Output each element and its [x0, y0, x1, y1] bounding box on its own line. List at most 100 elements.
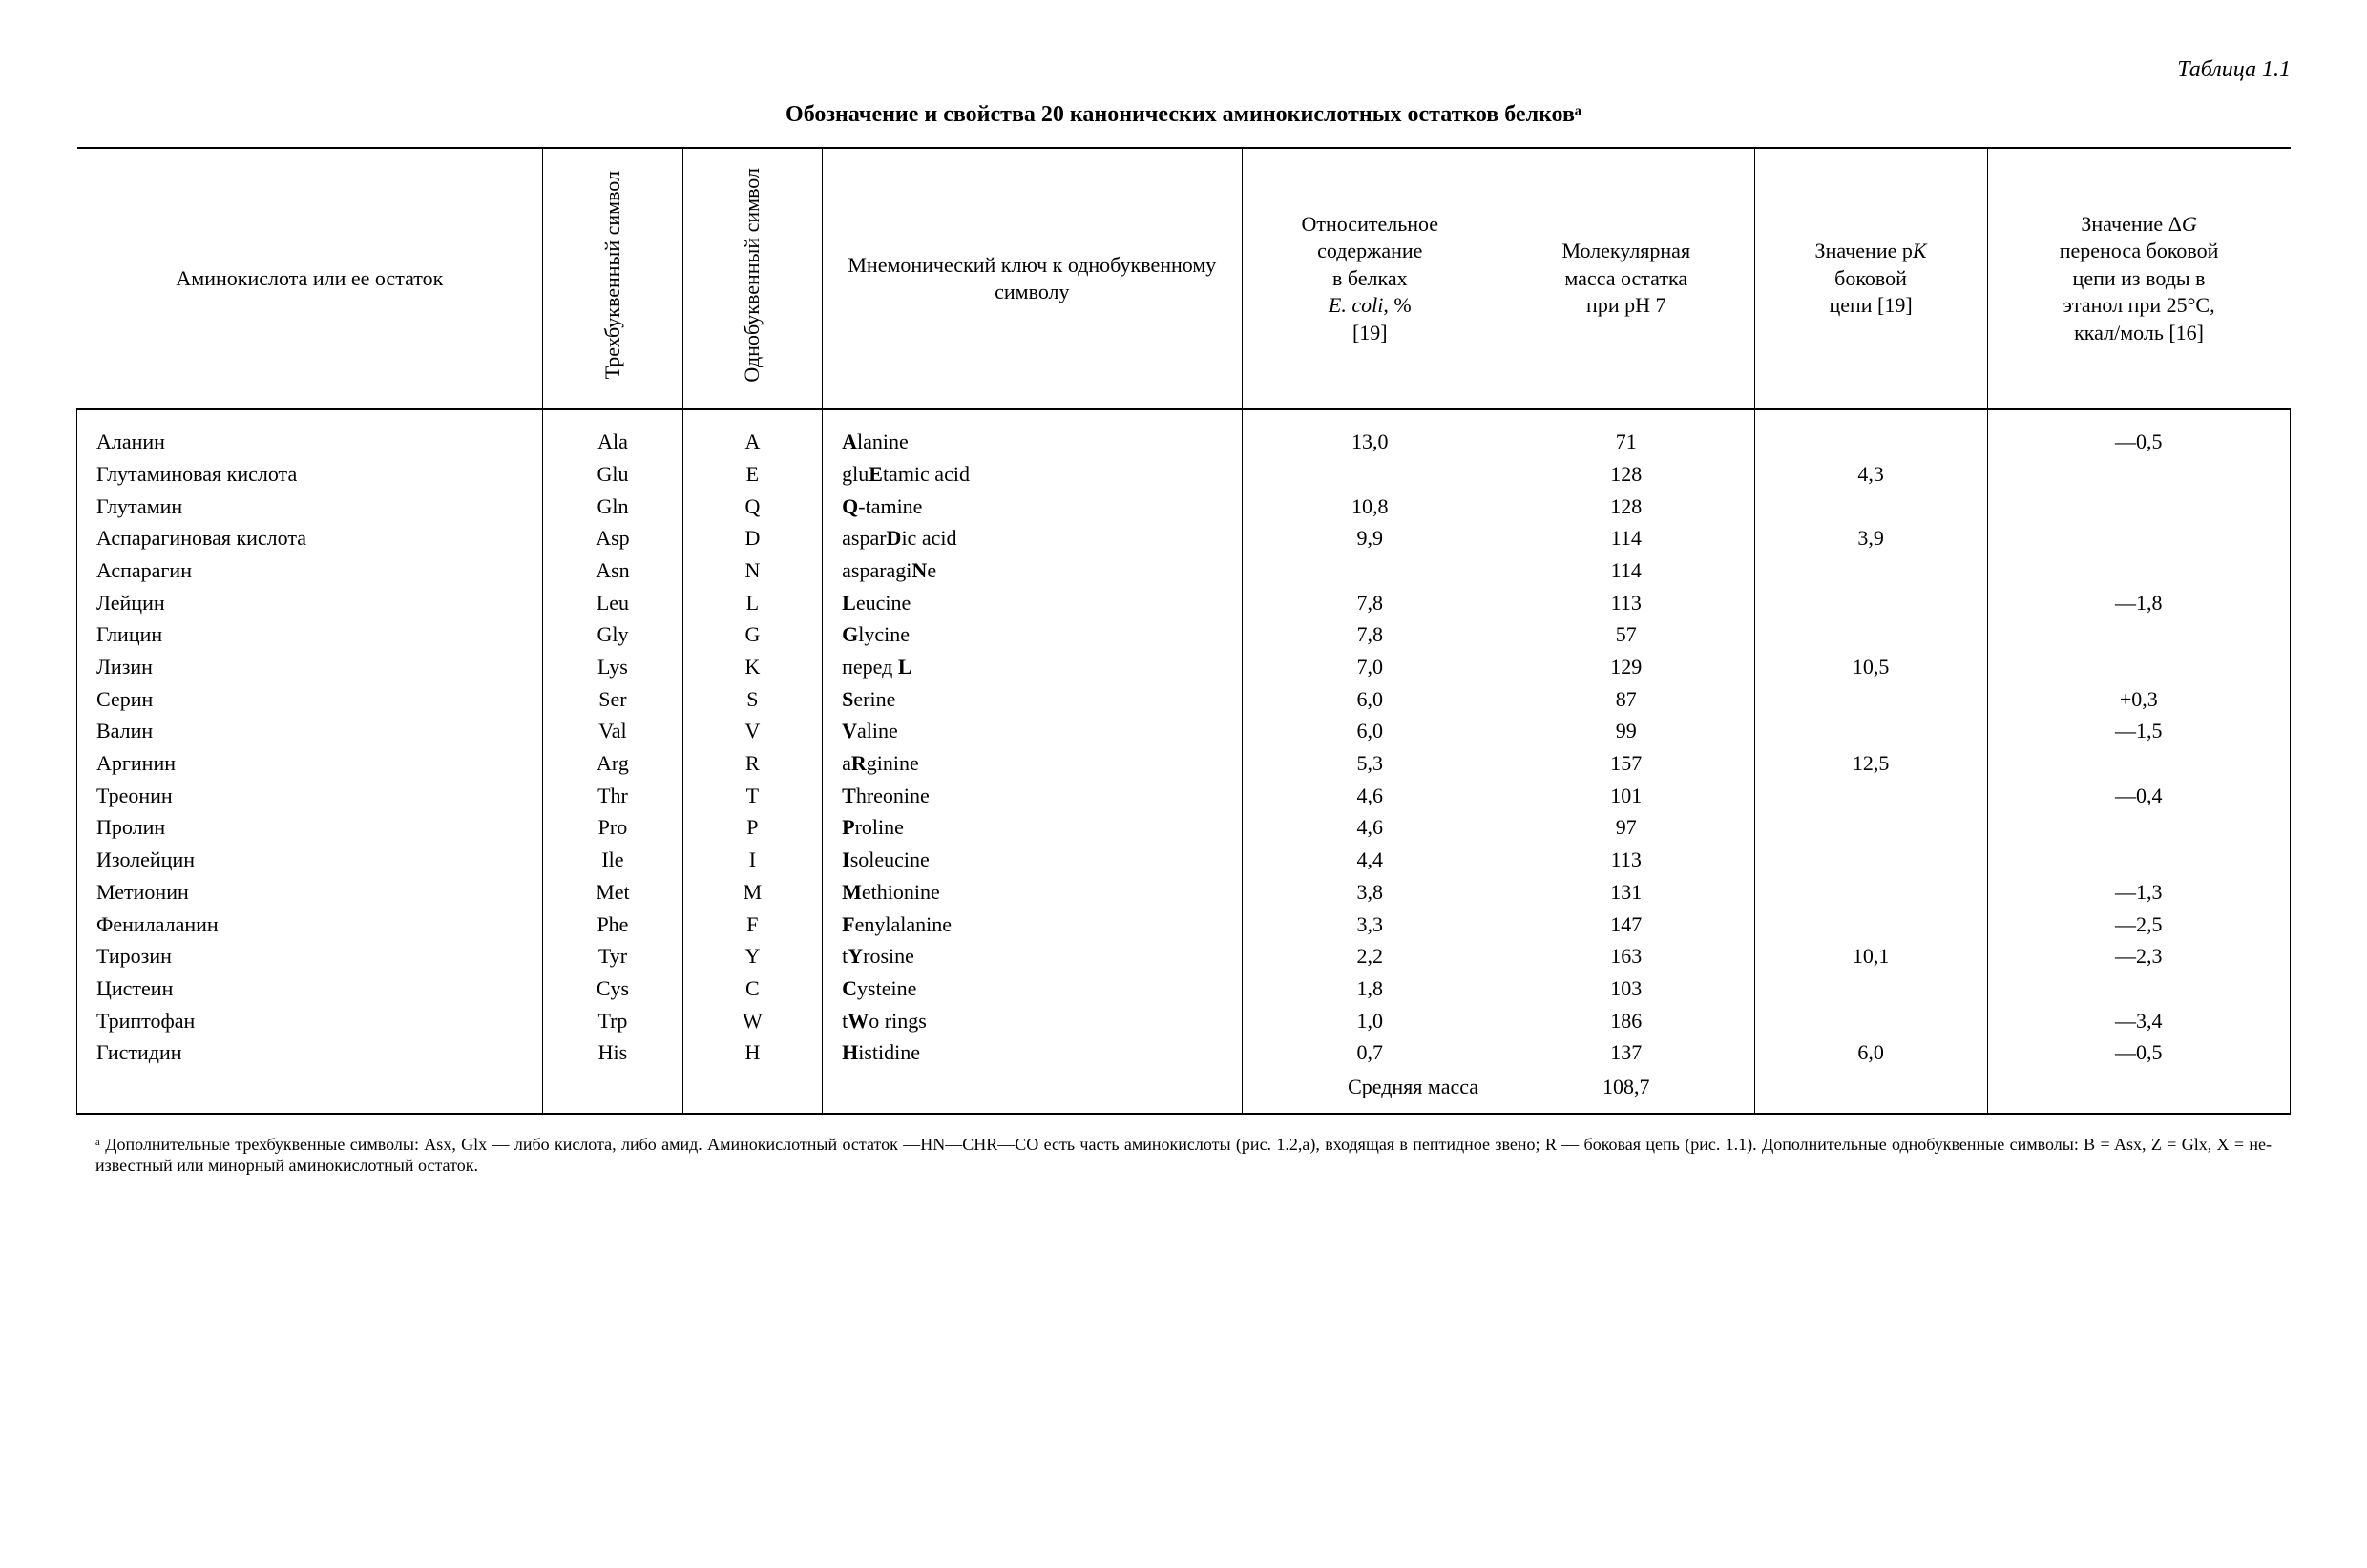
- cell-one-letter: I: [682, 844, 822, 876]
- table-row: ГлицинGlyGGlycine7,857: [77, 618, 2291, 651]
- header-pk: Значение рK боковой цепи [19]: [1754, 148, 1987, 409]
- cell-one-letter: C: [682, 972, 822, 1005]
- cell-relative-content: 7,8: [1242, 587, 1498, 619]
- cell-mnemonic: Valine: [823, 715, 1242, 747]
- cell-delta-g: +0,3: [1987, 683, 2290, 716]
- header-relative-content: Относительное содержание в белках E. col…: [1242, 148, 1498, 409]
- cell-mnemonic: Cysteine: [823, 972, 1242, 1005]
- cell-three-letter: Gln: [543, 491, 682, 523]
- table-row: ЦистеинCysCCysteine1,8103: [77, 972, 2291, 1005]
- cell-delta-g: [1987, 811, 2290, 844]
- cell-molecular-mass: 87: [1498, 683, 1755, 716]
- header-three-letter: Трехбуквенный символ: [543, 148, 682, 409]
- table-row: МетионинMetMMethionine3,8131—1,3: [77, 876, 2291, 909]
- cell-one-letter: N: [682, 554, 822, 587]
- cell-pk: 4,3: [1754, 458, 1987, 491]
- cell-delta-g: [1987, 972, 2290, 1005]
- cell-amino: Серин: [77, 683, 543, 716]
- table-row: Глутаминовая кислотаGluEgluEtamic acid12…: [77, 458, 2291, 491]
- cell-amino: Аспарагин: [77, 554, 543, 587]
- cell-relative-content: 9,9: [1242, 522, 1498, 554]
- cell-delta-g: [1987, 651, 2290, 683]
- cell-one-letter: K: [682, 651, 822, 683]
- cell-three-letter: Asp: [543, 522, 682, 554]
- cell-three-letter: Glu: [543, 458, 682, 491]
- cell-one-letter: E: [682, 458, 822, 491]
- cell-mnemonic: Isoleucine: [823, 844, 1242, 876]
- cell-delta-g: [1987, 491, 2290, 523]
- cell-molecular-mass: 57: [1498, 618, 1755, 651]
- cell-molecular-mass: 157: [1498, 747, 1755, 780]
- cell-three-letter: Thr: [543, 780, 682, 812]
- cell-mnemonic: tYrosine: [823, 940, 1242, 972]
- cell-three-letter: Ile: [543, 844, 682, 876]
- cell-delta-g: —2,5: [1987, 909, 2290, 941]
- table-footnote: ᵃ Дополнительные трехбуквенные символы: …: [76, 1134, 2291, 1177]
- cell-mnemonic: gluEtamic acid: [823, 458, 1242, 491]
- header-rel-l3: в белках: [1332, 266, 1408, 290]
- table-row: ЛейцинLeuLLeucine7,8113—1,8: [77, 587, 2291, 619]
- cell-mnemonic: tWo rings: [823, 1005, 1242, 1037]
- cell-delta-g: —1,8: [1987, 587, 2290, 619]
- header-pk-l3: цепи [19]: [1829, 293, 1912, 317]
- header-rel-l2: содержание: [1317, 239, 1422, 262]
- table-label: Таблица 1.1: [76, 57, 2291, 83]
- table-row: ТирозинTyrYtYrosine2,216310,1—2,3: [77, 940, 2291, 972]
- cell-molecular-mass: 97: [1498, 811, 1755, 844]
- header-mass-l3: при pH 7: [1586, 293, 1665, 317]
- cell-molecular-mass: 129: [1498, 651, 1755, 683]
- cell-pk: [1754, 972, 1987, 1005]
- cell-amino: Гистидин: [77, 1036, 543, 1069]
- cell-molecular-mass: 114: [1498, 554, 1755, 587]
- header-amino: Аминокислота или ее остаток: [77, 148, 543, 409]
- cell-empty: [823, 1069, 1242, 1114]
- cell-one-letter: M: [682, 876, 822, 909]
- header-dg-l3: цепи из воды в: [2073, 266, 2206, 290]
- cell-delta-g: —0,5: [1987, 409, 2290, 458]
- cell-delta-g: —3,4: [1987, 1005, 2290, 1037]
- cell-relative-content: 3,8: [1242, 876, 1498, 909]
- cell-pk: [1754, 491, 1987, 523]
- cell-molecular-mass: 163: [1498, 940, 1755, 972]
- cell-amino: Глицин: [77, 618, 543, 651]
- cell-molecular-mass: 128: [1498, 458, 1755, 491]
- cell-relative-content: 0,7: [1242, 1036, 1498, 1069]
- cell-molecular-mass: 113: [1498, 587, 1755, 619]
- cell-mnemonic: Threonine: [823, 780, 1242, 812]
- cell-amino: Лейцин: [77, 587, 543, 619]
- cell-molecular-mass: 186: [1498, 1005, 1755, 1037]
- cell-amino: Изолейцин: [77, 844, 543, 876]
- cell-pk: 12,5: [1754, 747, 1987, 780]
- cell-mnemonic: aRginine: [823, 747, 1242, 780]
- cell-molecular-mass: 131: [1498, 876, 1755, 909]
- table-row: ИзолейцинIleIIsoleucine4,4113: [77, 844, 2291, 876]
- cell-relative-content: [1242, 554, 1498, 587]
- header-dg-l2: переноса боковой: [2060, 239, 2219, 262]
- cell-molecular-mass: 101: [1498, 780, 1755, 812]
- cell-amino: Треонин: [77, 780, 543, 812]
- table-row: ФенилаланинPheFFenylalanine3,3147—2,5: [77, 909, 2291, 941]
- cell-pk: [1754, 780, 1987, 812]
- cell-mnemonic: Q-tamine: [823, 491, 1242, 523]
- cell-relative-content: [1242, 458, 1498, 491]
- cell-delta-g: [1987, 618, 2290, 651]
- cell-molecular-mass: 147: [1498, 909, 1755, 941]
- cell-delta-g: [1987, 747, 2290, 780]
- table-row: ПролинProPProline4,697: [77, 811, 2291, 844]
- cell-mnemonic: Serine: [823, 683, 1242, 716]
- cell-delta-g: [1987, 844, 2290, 876]
- header-row: Аминокислота или ее остаток Трехбуквенны…: [77, 148, 2291, 409]
- cell-amino: Глутамин: [77, 491, 543, 523]
- cell-relative-content: 7,0: [1242, 651, 1498, 683]
- cell-molecular-mass: 113: [1498, 844, 1755, 876]
- amino-acids-table: Аминокислота или ее остаток Трехбуквенны…: [76, 147, 2291, 1115]
- table-caption: Обозначение и свойства 20 канонических а…: [76, 102, 2291, 128]
- cell-three-letter: Arg: [543, 747, 682, 780]
- cell-relative-content: 5,3: [1242, 747, 1498, 780]
- header-dg-l4: этанол при 25°C,: [2063, 293, 2215, 317]
- cell-amino: Аланин: [77, 409, 543, 458]
- cell-amino: Валин: [77, 715, 543, 747]
- cell-mnemonic: Glycine: [823, 618, 1242, 651]
- header-delta-g: Значение ΔG переноса боковой цепи из вод…: [1987, 148, 2290, 409]
- table-row: АспарагинAsnNasparagiNe114: [77, 554, 2291, 587]
